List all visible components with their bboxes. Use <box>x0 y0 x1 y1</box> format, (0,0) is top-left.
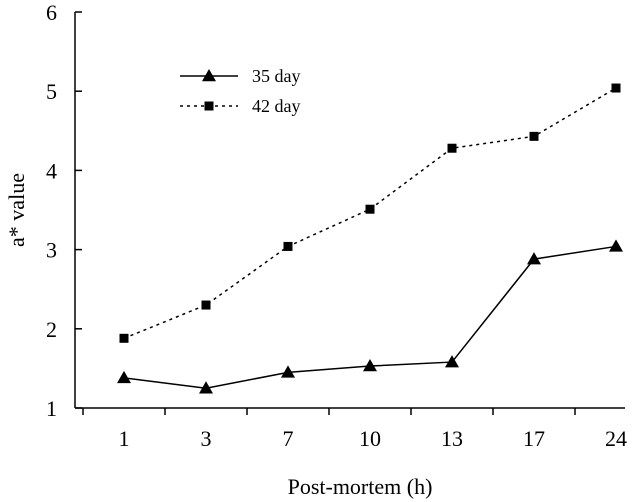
legend-marker <box>202 69 216 82</box>
y-tick-label: 1 <box>46 396 57 421</box>
legend-item: 42 day <box>180 96 301 116</box>
data-point <box>117 370 131 384</box>
data-point <box>611 83 621 93</box>
axes <box>74 12 625 409</box>
data-point <box>201 300 211 310</box>
y-axis-label: a* value <box>4 173 29 247</box>
x-tick-label: 24 <box>605 426 627 451</box>
y-ticks: 1 2 3 4 5 6 <box>46 0 82 421</box>
data-point <box>609 239 623 252</box>
series-35-day <box>117 239 623 394</box>
data-point <box>281 365 295 378</box>
y-tick-label: 6 <box>46 0 57 25</box>
data-point <box>447 143 457 153</box>
y-tick-label: 4 <box>46 158 57 183</box>
series-42-day <box>119 83 621 343</box>
legend-label: 42 day <box>252 96 301 116</box>
x-tick-label: 7 <box>283 426 294 451</box>
data-point <box>363 359 377 372</box>
y-tick-label: 2 <box>46 317 57 342</box>
x-tick-label: 13 <box>441 426 463 451</box>
data-point <box>527 252 541 265</box>
x-tick-label: 17 <box>523 426 545 451</box>
series-layer <box>117 83 623 394</box>
x-tick-label: 1 <box>119 426 130 451</box>
x-tick-label: 3 <box>201 426 212 451</box>
legend: 35 day 42 day <box>180 66 301 116</box>
data-point <box>529 131 539 141</box>
legend-marker <box>204 101 214 111</box>
data-point <box>445 355 459 368</box>
y-tick-label: 5 <box>46 79 57 104</box>
data-point <box>283 241 293 251</box>
data-point <box>119 333 129 343</box>
legend-item: 35 day <box>180 66 301 86</box>
data-point <box>199 381 213 394</box>
legend-label: 35 day <box>252 66 301 86</box>
x-ticks: 1 3 7 10 13 17 24 <box>82 408 627 451</box>
x-axis-label: Post-mortem (h) <box>288 474 433 499</box>
x-tick-label: 10 <box>359 426 381 451</box>
y-tick-label: 3 <box>46 238 57 263</box>
data-point <box>365 204 375 214</box>
